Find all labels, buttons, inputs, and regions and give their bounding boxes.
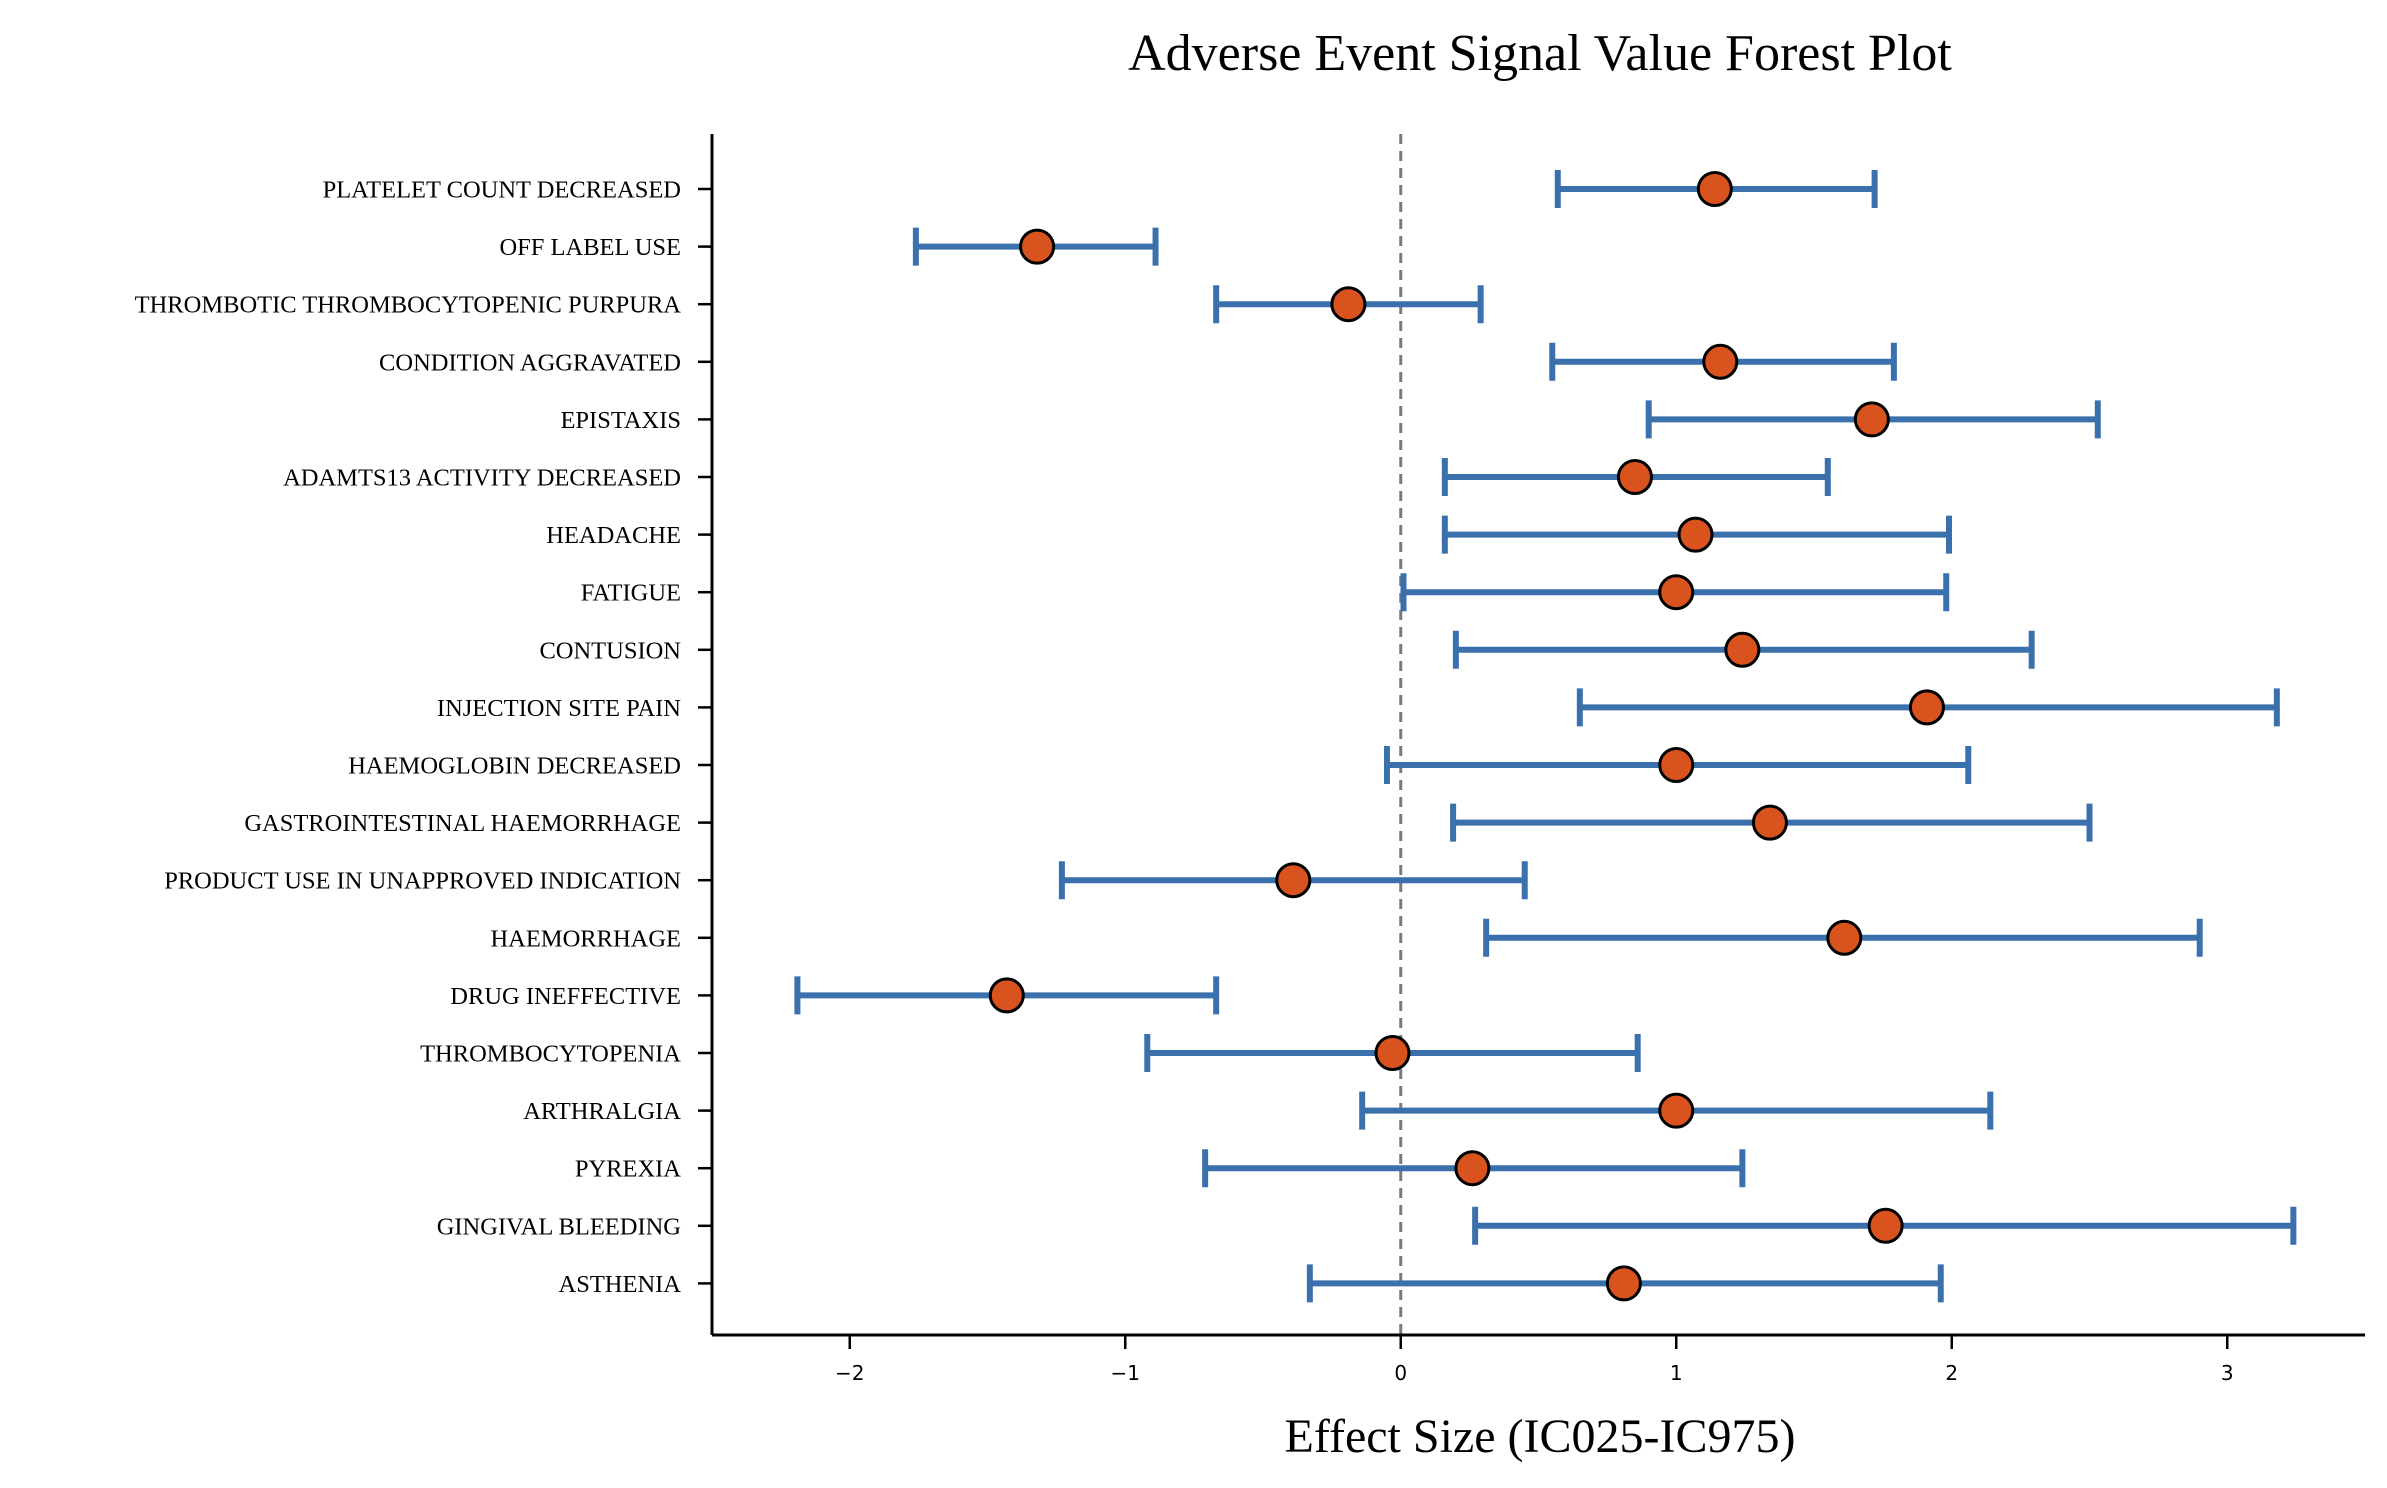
- y-tick-label: HAEMORRHAGE: [490, 925, 681, 952]
- forest-row: [1472, 1206, 2297, 1245]
- x-axis-label: Effect Size (IC025-IC975): [1285, 1410, 1796, 1463]
- point-estimate: [1454, 1150, 1491, 1187]
- point-estimate: [1724, 631, 1761, 668]
- y-tick-label: FATIGUE: [581, 580, 681, 607]
- y-tick-label: ADAMTS13 ACTIVITY DECREASED: [283, 465, 681, 492]
- point-estimate: [1658, 747, 1695, 783]
- point-estimate: [1853, 401, 1890, 438]
- point-estimate: [1330, 286, 1367, 323]
- point-estimate: [1616, 459, 1653, 495]
- forest-row: [1645, 400, 2101, 439]
- point-estimate: [988, 977, 1025, 1014]
- point-estimate: [1826, 919, 1863, 956]
- x-tick-label: −1: [1111, 1361, 1140, 1385]
- forest-row: [794, 976, 1220, 1015]
- point-estimate: [1867, 1207, 1904, 1244]
- forest-row: [1359, 1091, 1994, 1130]
- y-tick-label: THROMBOCYTOPENIA: [420, 1041, 681, 1068]
- forest-row: [1452, 630, 2035, 669]
- y-tick-label: PYREXIA: [575, 1156, 681, 1183]
- chart-title: Adverse Event Signal Value Forest Plot: [1128, 25, 1952, 82]
- y-tick-label: CONTUSION: [539, 637, 681, 664]
- y-tick-label: PRODUCT USE IN UNAPPROVED INDICATION: [164, 868, 681, 895]
- y-axis-labels: PLATELET COUNT DECREASED OFF LABEL USE THR…: [135, 177, 712, 1298]
- point-estimate: [1908, 689, 1945, 726]
- point-estimate: [1019, 228, 1056, 265]
- y-tick-label: DRUG INEFFECTIVE: [450, 983, 681, 1010]
- y-tick-label: OFF LABEL USE: [499, 234, 681, 261]
- y-tick-label: HAEMOGLOBIN DECREASED: [348, 753, 681, 780]
- x-tick-label: 2: [1945, 1361, 1958, 1385]
- data-rows: [794, 170, 2297, 1303]
- plot-area: [794, 134, 2297, 1335]
- y-tick-label: EPISTAXIS: [560, 407, 681, 434]
- y-tick-label: GASTROINTESTINAL HAEMORRHAGE: [244, 810, 681, 837]
- point-estimate: [1677, 516, 1714, 553]
- y-tick-label: CONDITION AGGRAVATED: [379, 349, 681, 376]
- forest-row: [1450, 803, 2093, 842]
- forest-row: [1549, 342, 1897, 381]
- y-tick-label: ASTHENIA: [559, 1271, 682, 1298]
- y-tick-label: PLATELET COUNT DECREASED: [323, 177, 681, 204]
- forest-row: [1058, 861, 1528, 900]
- forest-row: [1576, 688, 2280, 727]
- y-tick-label: HEADACHE: [546, 522, 681, 549]
- x-tick-label: 0: [1394, 1361, 1407, 1385]
- forest-row: [1213, 285, 1484, 324]
- point-estimate: [1374, 1035, 1411, 1071]
- forest-row: [1483, 918, 2203, 957]
- x-axis-ticks: −2 −1 0 1 2 3: [835, 1335, 2234, 1385]
- point-estimate: [1658, 1092, 1695, 1129]
- point-estimate: [1605, 1265, 1642, 1302]
- forest-row: [1554, 170, 1878, 208]
- point-estimate: [1702, 343, 1739, 380]
- forest-row: [1383, 746, 1972, 784]
- point-estimate: [1751, 804, 1788, 841]
- y-tick-label: THROMBOTIC THROMBOCYTOPENIC PURPURA: [135, 292, 682, 319]
- point-estimate: [1658, 574, 1695, 611]
- forest-row: [1441, 515, 1952, 554]
- point-estimate: [1696, 171, 1733, 207]
- x-tick-label: 1: [1670, 1361, 1683, 1385]
- x-tick-label: 3: [2221, 1361, 2234, 1385]
- forest-row: [912, 227, 1159, 266]
- y-tick-label: INJECTION SITE PAIN: [437, 695, 681, 722]
- forest-row: [1400, 573, 1950, 612]
- y-tick-label: ARTHRALGIA: [523, 1098, 681, 1125]
- forest-row: [1202, 1149, 1746, 1188]
- forest-row: [1144, 1034, 1641, 1072]
- axes: −2 −1 0 1 2 3 PLATELET COUNT DECREASED OFF LAB…: [135, 134, 2365, 1385]
- forest-row: [1306, 1264, 1944, 1303]
- x-tick-label: −2: [835, 1361, 864, 1385]
- y-tick-label: GINGIVAL BLEEDING: [437, 1213, 681, 1240]
- forest-row: [1441, 458, 1831, 496]
- point-estimate: [1275, 862, 1312, 899]
